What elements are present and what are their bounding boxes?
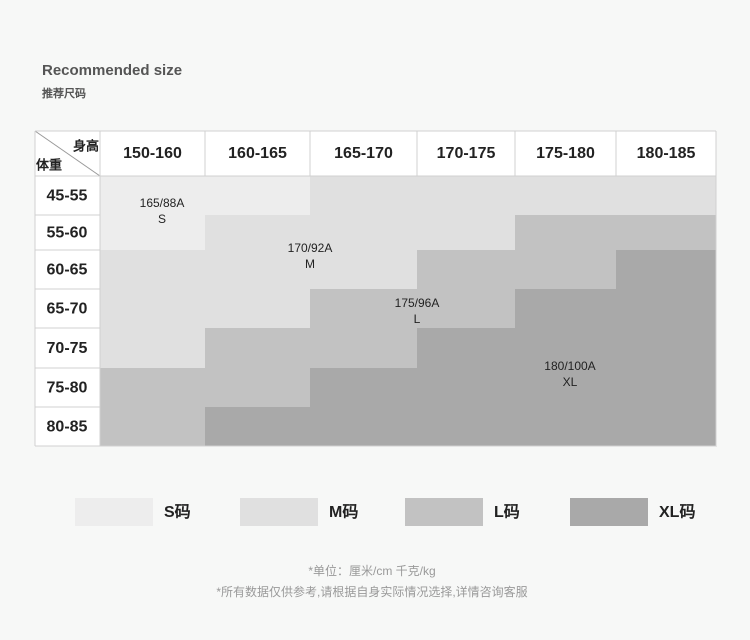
corner-weight: 体重 — [36, 157, 62, 172]
legend-label: XL码 — [659, 503, 695, 521]
zone-code: 165/88A — [140, 196, 185, 210]
size-cell — [616, 176, 717, 216]
size-cell — [205, 407, 311, 447]
size-cell — [100, 407, 206, 447]
zone-size: L — [414, 312, 421, 326]
size-cell — [205, 250, 311, 290]
legend-swatch — [405, 498, 483, 526]
title: Recommended size — [42, 62, 182, 79]
size-cell — [515, 407, 617, 447]
size-cell — [515, 289, 617, 329]
size-cell — [205, 328, 311, 369]
column-header: 160-165 — [228, 145, 287, 162]
row-header: 75-80 — [47, 380, 88, 397]
size-cell — [417, 215, 516, 251]
size-cell — [310, 215, 418, 251]
size-cell — [310, 250, 418, 290]
size-cell — [205, 215, 311, 251]
zone-code: 175/96A — [395, 296, 440, 310]
column-header: 150-160 — [123, 145, 182, 162]
column-header: 180-185 — [637, 145, 696, 162]
size-cell — [417, 407, 516, 447]
size-cell — [417, 368, 516, 408]
size-cell — [417, 328, 516, 369]
size-cell — [310, 407, 418, 447]
note: *所有数据仅供参考,请根据自身实际情况选择,详情咨询客服 — [216, 584, 527, 599]
size-cell — [100, 215, 206, 251]
size-cell — [417, 250, 516, 290]
column-header: 175-180 — [536, 145, 595, 162]
corner-diagonal — [34, 130, 101, 177]
column-header: 170-175 — [437, 145, 496, 162]
legend-swatch — [240, 498, 318, 526]
size-cell — [310, 289, 418, 329]
row-header: 55-60 — [47, 225, 88, 242]
legend-swatch — [570, 498, 648, 526]
zone-size: M — [305, 257, 315, 271]
note: *单位：厘米/cm 千克/kg — [308, 563, 435, 578]
zone-code: 170/92A — [288, 241, 333, 255]
size-cell — [515, 215, 617, 251]
subtitle: 推荐尺码 — [42, 86, 86, 100]
row-header: 65-70 — [47, 301, 88, 318]
size-cell — [616, 215, 717, 251]
legend-label: M码 — [329, 503, 358, 521]
row-header: 70-75 — [47, 340, 88, 357]
size-cell — [616, 407, 717, 447]
legend: S码 M码 L码 XL码 — [75, 498, 695, 526]
size-cell — [100, 176, 206, 216]
row-header: 60-65 — [47, 262, 88, 279]
size-cell — [100, 368, 206, 408]
size-cell — [515, 176, 617, 216]
column-header: 165-170 — [334, 145, 393, 162]
size-cell — [515, 368, 617, 408]
size-cell — [310, 368, 418, 408]
row-header: 45-55 — [47, 188, 88, 205]
notes: *单位：厘米/cm 千克/kg *所有数据仅供参考,请根据自身实际情况选择,详情咨… — [216, 563, 527, 599]
legend-label: S码 — [164, 503, 191, 521]
size-cell — [417, 176, 516, 216]
size-cell — [310, 328, 418, 369]
size-cell — [205, 368, 311, 408]
corner-height: 身高 — [73, 138, 99, 153]
zone-code: 180/100A — [544, 359, 595, 373]
size-cell — [616, 289, 717, 329]
legend-label: L码 — [494, 503, 520, 521]
zone-size: XL — [563, 375, 578, 389]
zone-size: S — [158, 212, 166, 226]
size-cell — [310, 176, 418, 216]
size-cell — [205, 176, 311, 216]
size-cell — [100, 250, 206, 290]
row-header: 80-85 — [47, 419, 88, 436]
size-cell — [515, 328, 617, 369]
size-cell — [417, 289, 516, 329]
size-cell — [616, 250, 717, 290]
size-cell — [100, 328, 206, 369]
size-cell — [100, 289, 206, 329]
legend-swatch — [75, 498, 153, 526]
table: 150-160 160-165 165-170 170-175 175-180 180-1… — [34, 130, 717, 447]
size-cell — [515, 250, 617, 290]
size-cell — [616, 328, 717, 369]
size-cell — [205, 289, 311, 329]
size-cell — [616, 368, 717, 408]
